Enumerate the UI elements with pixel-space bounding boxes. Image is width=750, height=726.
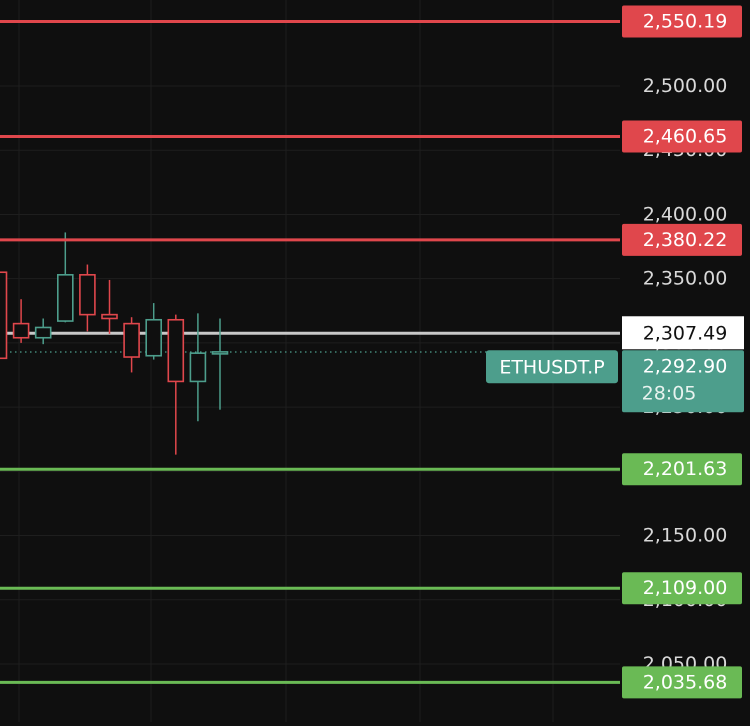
candle-body [211,351,229,355]
candle-body [101,313,118,320]
candle[interactable] [34,318,52,345]
candle-body [34,326,52,339]
resistance-level-tag [622,120,742,153]
price-tags-layer: 2,550.19 2,460.65 2,380.22 2,201.63 2,109.00… [486,5,744,699]
support-level-tag-label: 2,035.68 [643,671,728,693]
candle-body [167,318,185,383]
candle-body [0,271,8,360]
support-level-tag-label: 2,109.00 [643,577,728,599]
candle[interactable] [211,318,229,410]
candle[interactable] [56,232,74,323]
resistance-level-tag-label: 2,380.22 [643,229,728,251]
candle[interactable] [101,279,118,334]
candle-body [123,322,140,358]
symbol-tag[interactable] [486,350,618,384]
candle-body [145,318,162,357]
support-level-tag-label: 2,201.63 [643,458,728,480]
support-level-tag [622,666,742,699]
last-price-tag [622,350,744,413]
candle-body [79,274,96,316]
reference-layer [0,331,620,353]
resistance-level-tag-label: 2,460.65 [643,126,728,148]
candle[interactable] [167,314,185,455]
resistance-level-tag [622,223,742,256]
resistance-level-tag-label: 2,550.19 [643,11,728,33]
y-tick-label: 2,400.00 [643,203,728,225]
levels-layer [0,20,620,684]
candle[interactable] [79,264,96,332]
candle[interactable] [123,317,140,373]
candle[interactable] [0,266,8,375]
y-tick-label: 2,150.00 [643,525,728,547]
resistance-level-tag [622,5,742,38]
candle[interactable] [189,313,207,422]
candle-body [56,274,74,322]
y-tick-label: 2,350.00 [643,268,728,290]
support-level-tag [622,572,742,605]
candle[interactable] [12,299,30,343]
support-level-tag [622,453,742,486]
countdown-label: 28:05 [642,382,697,404]
y-tick-label: 2,500.00 [643,75,728,97]
candles-layer [0,232,229,455]
candle-body [189,352,207,383]
reference-tag [622,316,744,350]
last-price-tag-label: 2,292.90 [643,355,728,377]
symbol-tag-label: ETHUSDT.P [499,356,604,378]
candle-body [12,322,30,339]
reference-tag-label: 2,307.49 [643,322,728,344]
candle[interactable] [145,303,162,360]
